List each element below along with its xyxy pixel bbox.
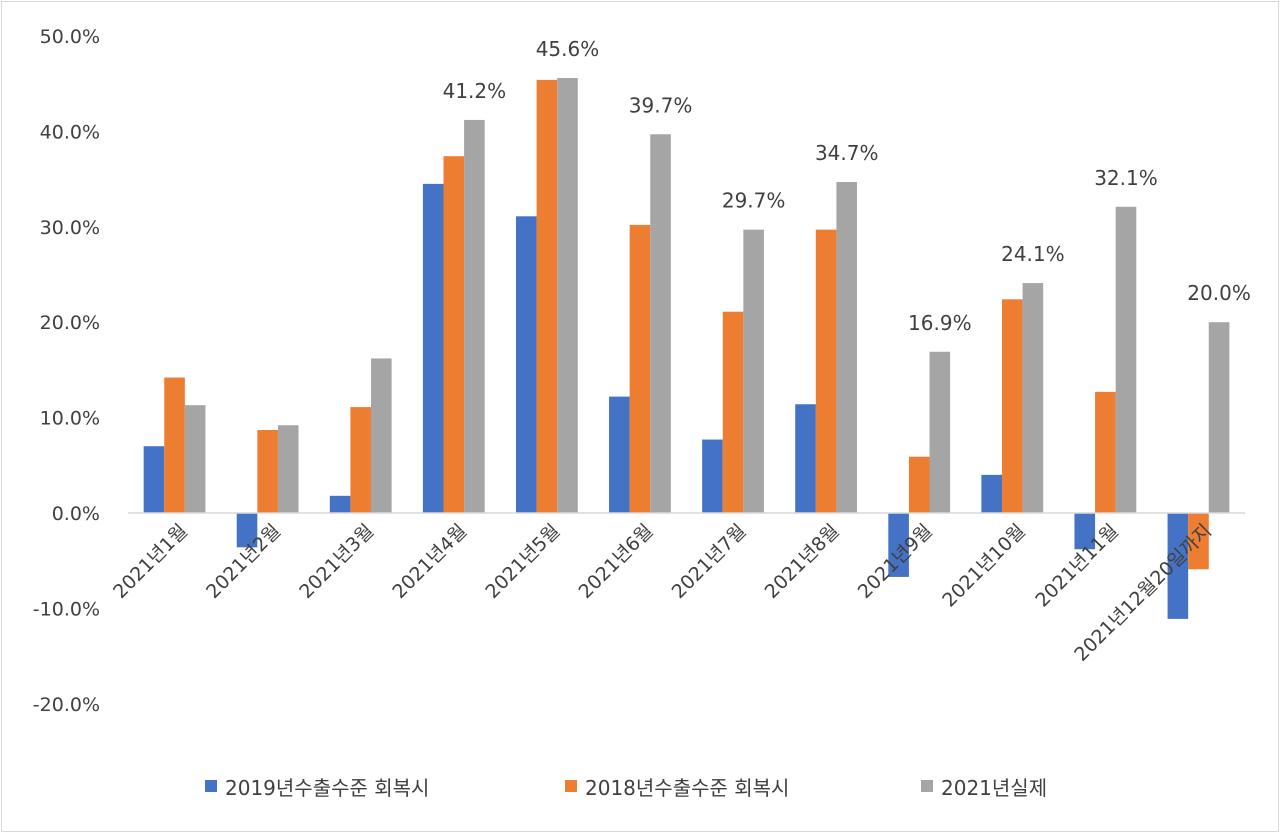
- x-tick-label: 2021년4월: [388, 520, 471, 603]
- bar-3-11: [1115, 206, 1137, 514]
- legend-swatch: [921, 780, 933, 792]
- bar-2-8: [815, 229, 837, 514]
- x-tick-label: 2021년3월: [295, 520, 378, 603]
- bar-2-10: [1001, 299, 1023, 513]
- legend-label: 2019년수출수준 회복시: [225, 776, 429, 800]
- data-label: 29.7%: [722, 189, 786, 213]
- bar-1-3: [329, 495, 351, 513]
- x-tick-label: 2021년6월: [574, 520, 657, 603]
- data-label: 45.6%: [536, 37, 600, 61]
- bar-2-4: [443, 156, 465, 514]
- x-tick-label: 2021년5월: [481, 520, 564, 603]
- y-tick-label: 10.0%: [40, 408, 100, 430]
- bar-2-12: [1188, 513, 1209, 570]
- bar-1-8: [795, 404, 816, 513]
- bar-1-2: [236, 513, 258, 548]
- data-label: 41.2%: [443, 79, 507, 103]
- bar-3-3: [371, 358, 392, 513]
- legend-swatch: [565, 780, 577, 792]
- bar-3-10: [1022, 283, 1044, 513]
- bar-3-1: [184, 405, 206, 513]
- bar-3-8: [836, 181, 858, 513]
- legend-swatch: [205, 780, 217, 792]
- bar-1-7: [702, 439, 723, 513]
- bar-3-2: [277, 425, 299, 513]
- y-tick-label: 20.0%: [40, 312, 100, 334]
- bar-3-4: [464, 119, 485, 514]
- data-label: 16.9%: [908, 311, 972, 335]
- bar-1-9: [888, 513, 909, 577]
- bar-2-9: [908, 456, 930, 513]
- bar-2-1: [164, 377, 185, 513]
- x-tick-label: 2021년1월: [109, 520, 192, 603]
- y-tick-label: 40.0%: [40, 121, 100, 143]
- y-tick-label: -10.0%: [33, 598, 100, 620]
- data-label: 20.0%: [1187, 281, 1251, 305]
- y-tick-label: 0.0%: [52, 503, 100, 525]
- bar-3-7: [743, 229, 764, 514]
- bar-2-7: [722, 311, 744, 513]
- x-tick-label: 2021년8월: [761, 520, 844, 603]
- bar-2-3: [350, 407, 372, 513]
- bar-2-11: [1095, 391, 1116, 513]
- y-tick-label: 30.0%: [40, 217, 100, 239]
- legend-label: 2021년실제: [941, 776, 1047, 800]
- bar-3-5: [557, 77, 578, 513]
- y-tick-label: 50.0%: [40, 26, 100, 48]
- bar-3-6: [650, 134, 671, 513]
- legend-label: 2018년수출수준 회복시: [585, 776, 789, 800]
- data-label: 34.7%: [815, 141, 879, 165]
- x-tick-label: 2021년7월: [668, 520, 751, 603]
- bar-1-12: [1167, 513, 1189, 619]
- bar-2-6: [629, 224, 651, 513]
- bar-1-11: [1074, 513, 1096, 550]
- bar-1-5: [515, 216, 537, 513]
- bar-2-2: [257, 430, 278, 513]
- data-label: 24.1%: [1001, 242, 1065, 266]
- bar-3-9: [929, 351, 951, 513]
- bar-2-5: [536, 79, 558, 513]
- y-tick-label: -20.0%: [33, 694, 100, 716]
- x-tick-label: 2021년10월: [938, 520, 1030, 612]
- data-label: 39.7%: [629, 93, 693, 117]
- data-label: 32.1%: [1094, 166, 1158, 190]
- bar-1-10: [981, 474, 1002, 513]
- bar-1-1: [143, 446, 165, 513]
- bar-1-6: [609, 396, 630, 513]
- bar-1-4: [422, 183, 444, 513]
- bar-3-12: [1208, 322, 1230, 513]
